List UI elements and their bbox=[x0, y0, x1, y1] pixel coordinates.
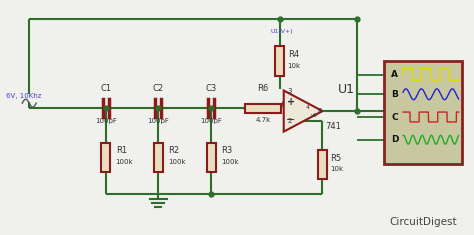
Text: R3: R3 bbox=[221, 146, 232, 155]
Bar bbox=[275, 46, 284, 75]
Bar bbox=[318, 150, 327, 179]
Text: C2: C2 bbox=[153, 84, 164, 93]
Bar bbox=[207, 143, 216, 172]
Polygon shape bbox=[284, 90, 322, 132]
Text: B: B bbox=[391, 90, 398, 99]
Text: 10k: 10k bbox=[288, 63, 301, 69]
Text: 6V, 10Khz: 6V, 10Khz bbox=[6, 93, 42, 99]
Text: C1: C1 bbox=[100, 84, 111, 93]
Bar bbox=[245, 104, 281, 113]
Text: R6: R6 bbox=[257, 84, 268, 93]
Text: 2: 2 bbox=[288, 118, 292, 124]
Text: 100pF: 100pF bbox=[95, 118, 117, 124]
Text: R5: R5 bbox=[330, 154, 342, 163]
Text: −: − bbox=[286, 115, 295, 125]
Text: U1: U1 bbox=[337, 83, 355, 96]
Text: D: D bbox=[391, 135, 399, 144]
Text: 6: 6 bbox=[318, 108, 322, 114]
Text: CircuitDigest: CircuitDigest bbox=[389, 217, 457, 227]
Text: 4: 4 bbox=[306, 105, 310, 110]
Text: C3: C3 bbox=[206, 84, 217, 93]
Text: 100pF: 100pF bbox=[147, 118, 169, 124]
Text: v6: v6 bbox=[310, 113, 317, 118]
Text: 3: 3 bbox=[288, 88, 292, 94]
Text: +: + bbox=[287, 97, 295, 107]
Text: 741: 741 bbox=[326, 122, 341, 131]
Text: R1: R1 bbox=[116, 146, 127, 155]
Bar bbox=[154, 143, 163, 172]
Text: 100k: 100k bbox=[116, 160, 133, 165]
Bar bbox=[101, 143, 110, 172]
Text: R2: R2 bbox=[168, 146, 180, 155]
Bar bbox=[384, 61, 462, 164]
Text: 100k: 100k bbox=[221, 160, 239, 165]
Text: U1(V+): U1(V+) bbox=[271, 29, 293, 34]
Text: C: C bbox=[391, 113, 398, 121]
Text: 100pF: 100pF bbox=[200, 118, 222, 124]
Text: A: A bbox=[391, 70, 398, 79]
Text: 100k: 100k bbox=[168, 160, 186, 165]
Text: R4: R4 bbox=[288, 50, 299, 59]
Text: 10k: 10k bbox=[330, 166, 344, 172]
Text: 4.7k: 4.7k bbox=[255, 117, 271, 123]
